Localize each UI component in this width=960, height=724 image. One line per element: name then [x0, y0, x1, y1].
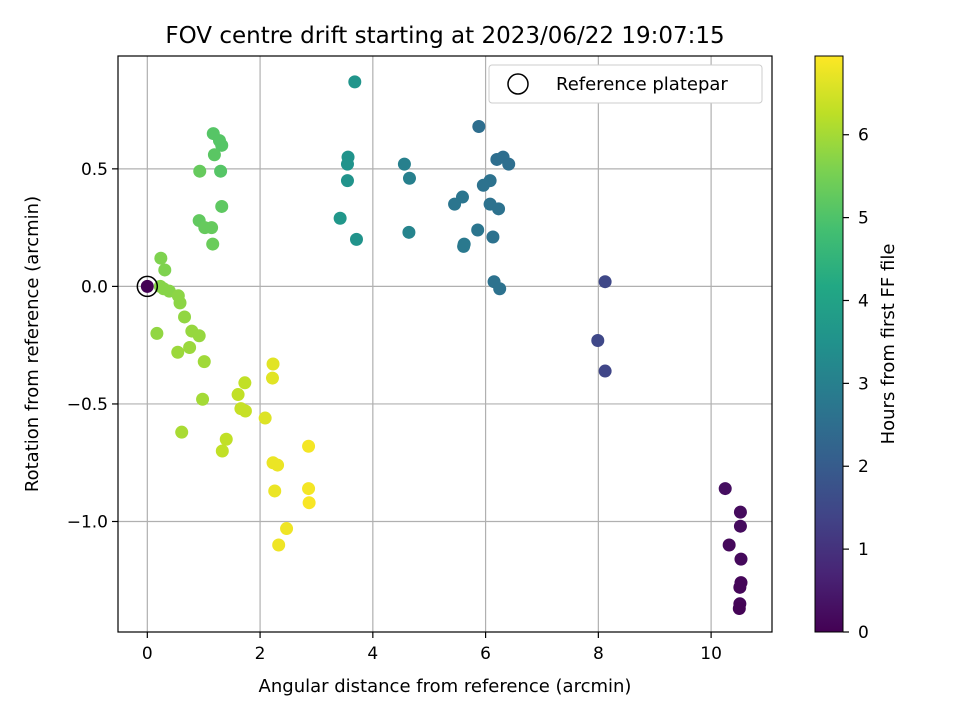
colorbar-tick-label: 1: [858, 540, 869, 560]
scatter-point: [214, 164, 228, 178]
scatter-point: [140, 279, 154, 293]
scatter-point: [733, 519, 747, 533]
scatter-point: [340, 157, 354, 171]
points: [140, 75, 748, 615]
legend: Reference platepar: [488, 64, 763, 104]
y-tick-label: 0.0: [81, 277, 108, 297]
scatter-point: [486, 230, 500, 244]
scatter-point: [722, 538, 736, 552]
scatter-point: [205, 221, 219, 235]
colorbar-tick-label: 4: [858, 291, 869, 311]
y-tick-label: −1.0: [67, 513, 108, 533]
scatter-point: [158, 263, 172, 277]
scatter-point: [192, 329, 206, 343]
scatter-point: [490, 152, 504, 166]
scatter-point: [502, 157, 516, 171]
scatter-point: [348, 75, 362, 89]
scatter-point: [732, 601, 746, 615]
scatter-point: [402, 171, 416, 185]
y-tick-label: −0.5: [67, 395, 108, 415]
scatter-point: [238, 376, 252, 390]
scatter-point: [457, 239, 471, 253]
scatter-point: [333, 211, 347, 225]
scatter-point: [492, 202, 506, 216]
colorbar-ticks: 0 1 2 3 4 5 6: [843, 126, 869, 643]
scatter-point: [340, 174, 354, 188]
scatter-point: [196, 392, 210, 406]
scatter-point: [197, 355, 211, 369]
scatter-point: [448, 197, 462, 211]
y-tick-label: 0.5: [81, 160, 108, 180]
scatter-point: [271, 458, 285, 472]
scatter-point: [734, 552, 748, 566]
colorbar-tick-label: 3: [858, 374, 869, 394]
scatter-point: [150, 326, 164, 340]
colorbar-tick-label: 0: [858, 623, 869, 643]
scatter-point: [175, 425, 189, 439]
scatter-point: [349, 232, 363, 246]
scatter-point: [265, 371, 279, 385]
scatter-point: [238, 404, 252, 418]
chart-title: FOV centre drift starting at 2023/06/22 …: [165, 23, 724, 49]
scatter-point: [154, 251, 168, 265]
x-tick-label: 6: [480, 644, 491, 664]
scatter-point: [215, 199, 229, 213]
scatter-point: [258, 411, 272, 425]
y-axis-label: Rotation from reference (arcmin): [22, 196, 43, 492]
scatter-point: [302, 439, 316, 453]
scatter-point: [598, 364, 612, 378]
scatter-point: [733, 580, 747, 594]
x-tick-label: 10: [700, 644, 722, 664]
scatter-point: [171, 345, 185, 359]
scatter-point: [206, 237, 220, 251]
scatter-point: [215, 444, 229, 458]
legend-box: [488, 64, 763, 104]
x-axis-label: Angular distance from reference (arcmin): [259, 676, 632, 697]
y-axis-ticks: 0.5 0.0 −0.5 −1.0: [67, 160, 118, 533]
x-tick-label: 8: [593, 644, 604, 664]
x-tick-label: 2: [255, 644, 266, 664]
x-tick-label: 0: [142, 644, 153, 664]
legend-marker-icon: [507, 73, 529, 95]
scatter-point: [193, 164, 207, 178]
scatter-point: [302, 482, 316, 496]
scatter-point: [178, 310, 192, 324]
colorbar: 0 1 2 3 4 5 6 Hours from first FF file: [814, 55, 899, 643]
scatter-point: [493, 282, 507, 296]
reference-platepar-marker: [136, 275, 159, 298]
scatter-point: [215, 138, 229, 152]
scatter-point: [733, 505, 747, 519]
plot-frame: [117, 55, 773, 633]
scatter-point: [718, 482, 732, 496]
scatter-point: [591, 333, 605, 347]
scatter-point: [231, 388, 245, 402]
colorbar-tick-label: 2: [858, 457, 869, 477]
colorbar-tick-label: 5: [858, 209, 869, 229]
scatter-point: [219, 432, 233, 446]
scatter-point: [266, 357, 280, 371]
legend-entry-label: Reference platepar: [556, 74, 728, 95]
scatter-point: [268, 484, 282, 498]
colorbar-tick-label: 6: [858, 126, 869, 146]
scatter-point: [183, 341, 197, 355]
scatter-point: [471, 223, 485, 237]
colorbar-label: Hours from first FF file: [878, 244, 899, 445]
reference-marker-layer: [136, 275, 159, 298]
scatter-point: [397, 157, 411, 171]
scatter-point: [272, 538, 286, 552]
scatter-point: [173, 296, 187, 310]
x-axis-ticks: 0 2 4 6 8 10: [142, 632, 722, 664]
scatter-point: [302, 496, 316, 510]
x-tick-label: 4: [367, 644, 378, 664]
scatter-point: [402, 225, 416, 239]
colorbar-gradient: [814, 55, 844, 633]
scatter-point: [280, 522, 294, 536]
scatter-point: [476, 178, 490, 192]
scatter-point: [598, 275, 612, 289]
scatter-point: [472, 120, 486, 134]
scatter-point: [207, 148, 221, 162]
